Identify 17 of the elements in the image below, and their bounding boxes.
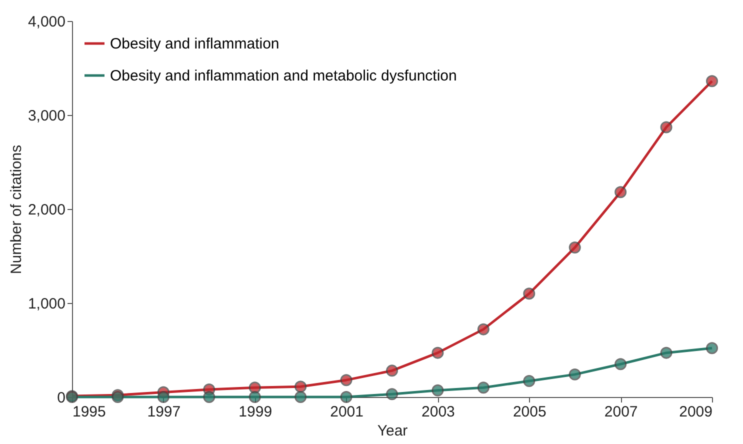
x-axis-title: Year <box>377 422 408 440</box>
x-tick-label: 2005 <box>512 404 546 420</box>
y-tick-label: 2,000 <box>28 202 66 218</box>
x-tick-label: 1995 <box>72 404 106 420</box>
legend-label: Obesity and inflammation and metabolic dysfunction <box>110 68 457 84</box>
x-tick-label: 2003 <box>422 404 455 420</box>
x-tick-label: 1999 <box>238 404 272 420</box>
y-tick-label: 4,000 <box>28 14 66 30</box>
x-tick-label: 2009 <box>679 404 712 420</box>
y-tick-label: 1,000 <box>28 296 66 312</box>
x-tick-label: 1997 <box>147 404 181 420</box>
y-tick-label: 3,000 <box>28 108 66 124</box>
x-tick-label: 2001 <box>330 404 364 420</box>
y-axis-title: Number of citations <box>8 144 25 274</box>
legend-label: Obesity and inflammation <box>110 36 280 52</box>
x-tick-label: 2007 <box>604 404 638 420</box>
y-tick-label: 0 <box>57 390 66 406</box>
